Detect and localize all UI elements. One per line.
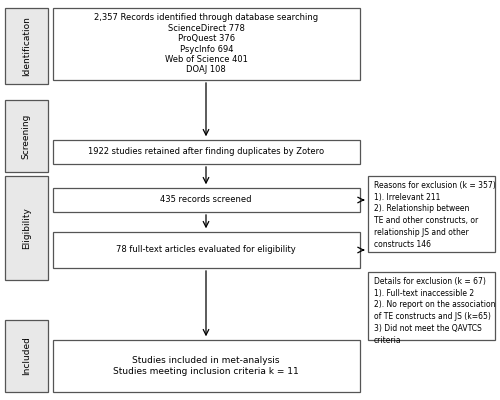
FancyBboxPatch shape bbox=[368, 272, 495, 340]
FancyBboxPatch shape bbox=[368, 176, 495, 252]
Text: Included: Included bbox=[22, 336, 31, 376]
Text: 2,357 Records identified through database searching
ScienceDirect 778
ProQuest 3: 2,357 Records identified through databas… bbox=[94, 14, 318, 74]
FancyBboxPatch shape bbox=[5, 176, 48, 280]
FancyBboxPatch shape bbox=[52, 232, 360, 268]
Text: 78 full-text articles evaluated for eligibility: 78 full-text articles evaluated for elig… bbox=[116, 246, 296, 254]
FancyBboxPatch shape bbox=[5, 100, 48, 172]
Text: Identification: Identification bbox=[22, 16, 31, 76]
Text: Reasons for exclusion (k = 357)
1). Irrelevant 211
2). Relationship between
TE a: Reasons for exclusion (k = 357) 1). Irre… bbox=[374, 181, 495, 249]
FancyBboxPatch shape bbox=[5, 8, 48, 84]
FancyBboxPatch shape bbox=[52, 8, 360, 80]
Text: Details for exclusion (k = 67)
1). Full-text inaccessible 2
2). No report on the: Details for exclusion (k = 67) 1). Full-… bbox=[374, 277, 495, 345]
FancyBboxPatch shape bbox=[52, 140, 360, 164]
Text: 1922 studies retained after finding duplicates by Zotero: 1922 studies retained after finding dupl… bbox=[88, 148, 324, 156]
Text: Eligibility: Eligibility bbox=[22, 207, 31, 249]
Text: Screening: Screening bbox=[22, 113, 31, 159]
FancyBboxPatch shape bbox=[52, 188, 360, 212]
FancyBboxPatch shape bbox=[5, 320, 48, 392]
FancyBboxPatch shape bbox=[52, 340, 360, 392]
Text: 435 records screened: 435 records screened bbox=[160, 196, 252, 204]
Text: Studies included in met-analysis
Studies meeting inclusion criteria k = 11: Studies included in met-analysis Studies… bbox=[114, 356, 299, 376]
